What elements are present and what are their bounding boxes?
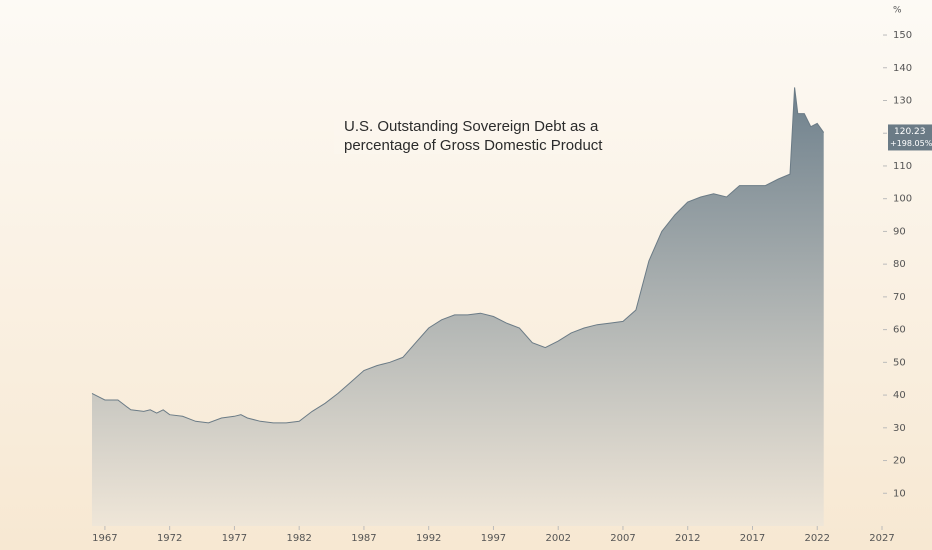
x-tick-label: 1987 (351, 533, 376, 544)
y-unit: % (893, 6, 902, 16)
y-tick-label: 130 (893, 95, 912, 106)
x-tick-label: 2022 (805, 533, 830, 544)
price-label-change: +198.05% (890, 139, 932, 148)
y-tick-label: 80 (893, 259, 906, 270)
annotation-box (334, 114, 598, 154)
x-tick-label: 2017 (740, 533, 765, 544)
line (91, 87, 825, 424)
y-tick-label: 100 (893, 194, 912, 205)
annotation: U.S. Outstanding Sovereign Debt as a (344, 118, 599, 135)
y-tick-label: 50 (893, 357, 906, 368)
y-tick-label: 90 (893, 226, 906, 237)
y-tick-label: 30 (893, 423, 906, 434)
y-tick-label: 110 (893, 161, 912, 172)
x-tick-label: 1992 (416, 533, 441, 544)
x-tick-label: 2027 (869, 533, 894, 544)
x-tick-label: 1982 (286, 533, 311, 544)
y-tick-label: 20 (893, 456, 906, 467)
y-tick-label: 40 (893, 390, 906, 401)
price-label-box (888, 124, 932, 151)
y-tick-label: 60 (893, 325, 906, 336)
x-tick-label: 2002 (545, 533, 570, 544)
x-tick-label: 1972 (157, 533, 182, 544)
annotation: percentage of Gross Domestic Product (344, 137, 603, 154)
y-tick-label: 140 (893, 63, 912, 74)
area (91, 87, 824, 527)
price-label-value: 120.23 (894, 127, 926, 137)
x-tick-label: 1977 (222, 533, 247, 544)
y-tick-label: 150 (893, 30, 912, 41)
y-tick-label: 70 (893, 292, 906, 303)
x-tick-label: 2012 (675, 533, 700, 544)
x-tick-label: 1997 (481, 533, 506, 544)
x-tick-label: 2007 (610, 533, 635, 544)
y-tick-label: 10 (893, 488, 906, 499)
x-tick-label: 1967 (92, 533, 117, 544)
